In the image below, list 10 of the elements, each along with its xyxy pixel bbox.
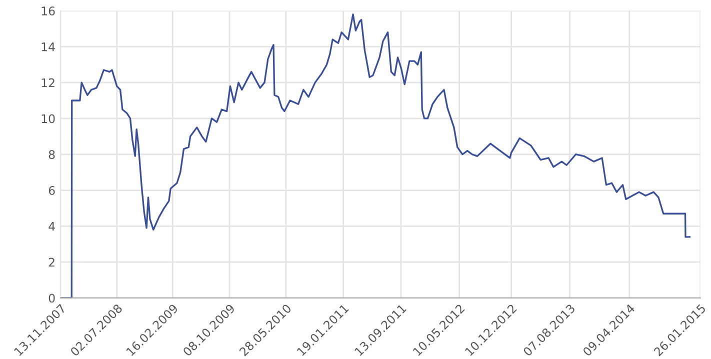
y-tick-label: 16 [42,6,55,16]
y-tick-label: 6 [48,186,55,195]
y-tick-label: 4 [48,222,55,231]
y-tick-label: 8 [48,150,55,160]
y-tick-label: 14 [42,42,55,52]
y-tick-label: 10 [42,114,55,124]
y-tick-label: 2 [48,258,54,267]
y-tick-label: 12 [42,78,54,88]
y-tick-label: 0 [48,294,55,303]
line-series [60,14,690,298]
